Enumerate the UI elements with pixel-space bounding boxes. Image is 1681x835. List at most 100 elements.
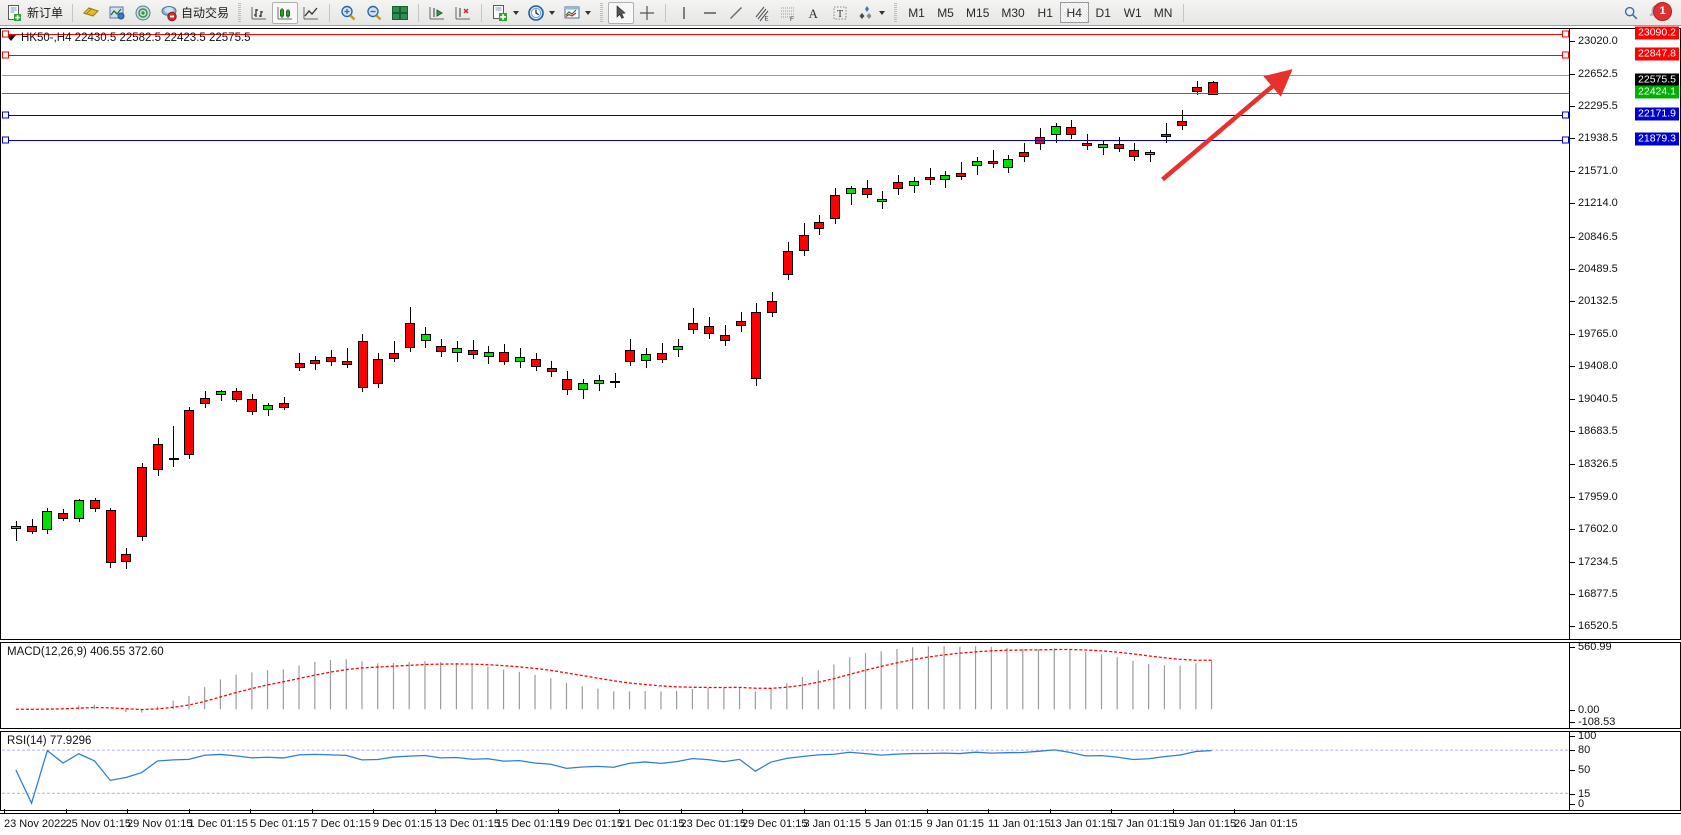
- chevron-down-icon[interactable]: [513, 10, 520, 15]
- timeframe-m1-button[interactable]: M1: [908, 5, 925, 20]
- time-axis-tick: [1234, 809, 1235, 814]
- line-chart-button[interactable]: [298, 2, 324, 24]
- chevron-down-icon[interactable]: [879, 10, 886, 15]
- notifications-button[interactable]: 1: [1647, 1, 1672, 24]
- indicator-list-button[interactable]: [104, 2, 130, 24]
- macd-pane[interactable]: MACD(12,26,9) 406.55 372.60 560.99 0.00 -1…: [0, 641, 1681, 729]
- level-line-resistance-red[interactable]: [2, 55, 1569, 56]
- level-handle[interactable]: [2, 111, 9, 119]
- candlestick-chart-button[interactable]: [272, 1, 299, 24]
- zoom-out-button[interactable]: [361, 2, 387, 24]
- zoom-in-button[interactable]: [335, 2, 361, 24]
- price-axis-label: 16520.5: [1578, 620, 1618, 633]
- price-axis-tick: [1570, 366, 1575, 368]
- chart-area[interactable]: HK50-,H4 22430.5 22582.5 22423.5 22575.5…: [0, 26, 1681, 835]
- candle-body: [625, 349, 635, 363]
- timeframe-m30-button[interactable]: M30: [1001, 5, 1025, 20]
- horizontal-line-tool-button[interactable]: [697, 2, 723, 24]
- period-separator-button[interactable]: [523, 2, 559, 24]
- auto-scroll-icon: [455, 6, 471, 19]
- candle-body: [452, 348, 462, 353]
- level-handle[interactable]: [1562, 111, 1569, 119]
- vertical-line-tool-button[interactable]: [671, 2, 697, 24]
- add-indicator-button[interactable]: [487, 2, 523, 24]
- toolbar-divider: [598, 2, 606, 23]
- candle-body: [137, 467, 147, 538]
- level-handle[interactable]: [2, 51, 9, 59]
- candle-body: [11, 526, 21, 530]
- price-axis-tick: [1570, 528, 1575, 530]
- price-pane[interactable]: HK50-,H4 22430.5 22582.5 22423.5 22575.5…: [0, 26, 1681, 640]
- price-axis-tick: [1570, 105, 1575, 107]
- candle-body: [1114, 144, 1124, 149]
- shapes-tool-button[interactable]: [853, 2, 889, 24]
- timeframe-m5-button[interactable]: M5: [937, 5, 954, 20]
- fibonacci-tool-button[interactable]: F: [775, 2, 801, 24]
- price-tag-support-green: 22424.1: [1635, 85, 1679, 99]
- candle-wick: [615, 373, 616, 388]
- signals-button[interactable]: [130, 2, 156, 24]
- candle-body: [1145, 151, 1155, 156]
- signals-icon: [135, 5, 151, 20]
- trendline-tool-button[interactable]: [723, 2, 749, 24]
- equidistant-channel-button[interactable]: E: [749, 2, 775, 24]
- level-handle[interactable]: [1562, 136, 1569, 144]
- text-label-tool-button[interactable]: T: [827, 2, 853, 24]
- timeframe-d1-button[interactable]: D1: [1095, 5, 1111, 20]
- autotrade-button[interactable]: 自动交易: [156, 2, 233, 24]
- candle-body: [247, 398, 257, 413]
- level-handle[interactable]: [2, 136, 9, 144]
- time-axis-tick: [127, 809, 128, 814]
- level-line-resistance-red-top[interactable]: [2, 34, 1569, 35]
- bullish-trend-arrow[interactable]: [2, 30, 1569, 638]
- chevron-down-icon[interactable]: [549, 10, 556, 15]
- timeframe-w1-button[interactable]: W1: [1123, 5, 1142, 20]
- timeframe-mn-button[interactable]: MN: [1153, 5, 1173, 20]
- macd-axis[interactable]: 560.99 0.00 -108.53: [1569, 641, 1680, 728]
- timeframe-m15-button[interactable]: M15: [966, 5, 990, 20]
- timeframe-h4-button[interactable]: H4: [1059, 2, 1089, 23]
- search-icon[interactable]: [1623, 5, 1639, 21]
- level-handle[interactable]: [1562, 51, 1569, 59]
- chart-menu-triangle-icon[interactable]: [6, 35, 16, 41]
- candle-body: [988, 160, 998, 165]
- cursor-tool-button[interactable]: [608, 1, 635, 24]
- candle-body: [673, 346, 683, 350]
- chart-shift-icon: [429, 6, 445, 19]
- candle-wick: [977, 157, 978, 176]
- rsi-pane[interactable]: RSI(14) 77.9296 100 80 50 15 0: [0, 730, 1681, 811]
- candle-wick: [993, 149, 994, 168]
- price-plot[interactable]: [2, 30, 1569, 638]
- candle-body: [90, 500, 100, 510]
- time-axis-tick: [250, 809, 251, 814]
- text-tool-button[interactable]: A: [801, 2, 827, 24]
- bar-chart-button[interactable]: [246, 2, 272, 24]
- level-line-order-blue-lower[interactable]: [2, 140, 1569, 141]
- level-line-grey-level[interactable]: [2, 75, 1569, 76]
- price-tag-order-blue-upper: 22171.9: [1635, 107, 1679, 121]
- expert-advisor-button[interactable]: [78, 2, 104, 24]
- candle-wick: [662, 342, 663, 364]
- new-order-button[interactable]: 新订单: [2, 2, 67, 24]
- time-axis[interactable]: 23 Nov 2022 25 Nov 01:15 29 Nov 01:15 1 Dec…: [0, 809, 1681, 835]
- candle-body: [358, 340, 368, 388]
- level-line-support-green[interactable]: [2, 93, 1569, 94]
- templates-button[interactable]: [559, 2, 595, 24]
- tile-windows-button[interactable]: [387, 2, 413, 24]
- candlestick-chart-icon: [277, 6, 293, 19]
- time-axis-tick: [1049, 809, 1051, 814]
- rsi-axis[interactable]: 100 80 50 15 0: [1569, 730, 1680, 810]
- level-line-order-blue-upper[interactable]: [2, 115, 1569, 116]
- price-axis-tick: [1570, 138, 1575, 140]
- time-axis-tick: [988, 809, 989, 814]
- timeframe-h1-button[interactable]: H1: [1037, 5, 1053, 20]
- level-handle[interactable]: [2, 30, 9, 38]
- price-axis-tick: [1570, 463, 1575, 465]
- price-axis-tick: [1570, 562, 1575, 563]
- chart-shift-button[interactable]: [424, 2, 450, 24]
- level-handle[interactable]: [1562, 30, 1569, 38]
- crosshair-tool-button[interactable]: [634, 2, 660, 24]
- auto-scroll-button[interactable]: [450, 2, 476, 24]
- price-axis[interactable]: 23020.0 22652.5 22295.5 21938.5 21571.0 21214…: [1569, 26, 1680, 639]
- chevron-down-icon[interactable]: [585, 10, 592, 15]
